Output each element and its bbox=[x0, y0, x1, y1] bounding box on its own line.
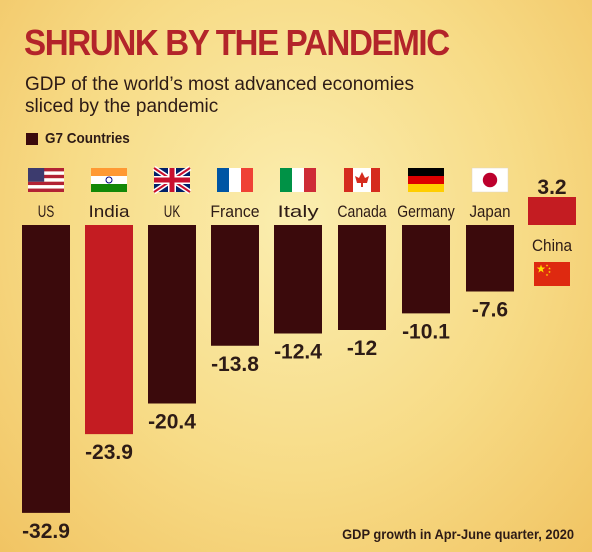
legend-label: G7 Countries bbox=[45, 130, 130, 147]
bar-france bbox=[211, 225, 259, 346]
category-label-japan: Japan bbox=[470, 202, 511, 221]
bar-india bbox=[85, 225, 133, 435]
canada-flag-icon bbox=[344, 168, 380, 192]
category-label-germany: Germany bbox=[397, 202, 455, 221]
value-label-uk: -20.4 bbox=[148, 411, 196, 434]
value-label-canada: -12 bbox=[347, 337, 377, 360]
value-label-japan: -7.6 bbox=[472, 299, 508, 322]
category-label-canada: Canada bbox=[337, 202, 387, 221]
chart-title: SHRUNK BY THE PANDEMIC bbox=[24, 22, 450, 63]
category-label-china: China bbox=[532, 236, 572, 255]
bar-canada bbox=[338, 225, 386, 330]
bar-uk bbox=[148, 225, 196, 404]
category-label-india: India bbox=[89, 202, 131, 221]
uk-flag-icon bbox=[152, 165, 192, 195]
value-label-germany: -10.1 bbox=[402, 320, 450, 343]
china-flag-icon bbox=[534, 262, 570, 286]
bar-us bbox=[22, 225, 70, 513]
japan-flag-icon bbox=[471, 167, 509, 193]
us-flag-icon bbox=[28, 168, 64, 192]
france-flag-icon bbox=[217, 168, 253, 192]
legend-swatch bbox=[26, 132, 38, 145]
chart-subtitle-line-2: sliced by the pandemic bbox=[25, 96, 219, 117]
italy-flag-icon bbox=[280, 168, 316, 192]
value-label-india: -23.9 bbox=[85, 441, 133, 464]
category-label-france: France bbox=[210, 202, 259, 221]
chart-subtitle-line-1: GDP of the world’s most advanced economi… bbox=[25, 74, 414, 95]
value-label-italy: -12.4 bbox=[274, 341, 322, 364]
category-label-uk: UK bbox=[164, 202, 181, 221]
bar-germany bbox=[402, 225, 450, 314]
value-label-france: -13.8 bbox=[211, 353, 259, 376]
footnote: GDP growth in Apr-June quarter, 2020 bbox=[342, 526, 574, 542]
germany-flag-icon bbox=[408, 168, 444, 192]
bar-italy bbox=[274, 225, 322, 334]
legend: G7 Countries bbox=[26, 130, 139, 147]
value-label-china: 3.2 bbox=[537, 176, 566, 199]
india-flag-icon bbox=[91, 168, 127, 192]
category-label-italy: Italy bbox=[278, 202, 320, 221]
bar-china bbox=[528, 197, 576, 225]
value-label-us: -32.9 bbox=[22, 520, 70, 543]
bar-japan bbox=[466, 225, 514, 292]
category-label-us: US bbox=[38, 202, 54, 221]
